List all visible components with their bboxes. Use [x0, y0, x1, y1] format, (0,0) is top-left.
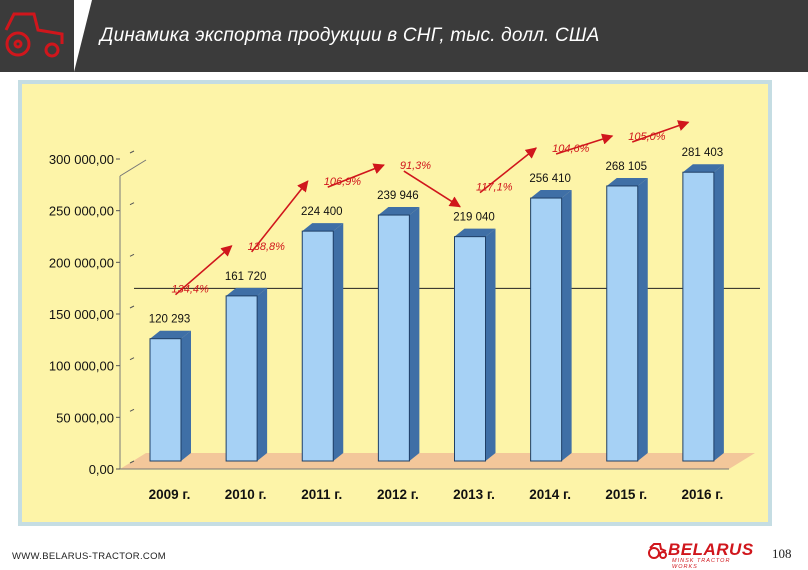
bar-chart: 0,00 50 000,00 100 000,00 150 000,00 200 000… — [18, 80, 772, 526]
brand-name: BELARUS — [668, 540, 754, 559]
y-wall-tick — [129, 460, 135, 464]
x-tick-label: 2011 г. — [301, 487, 342, 502]
bar — [149, 338, 182, 462]
growth-arrow — [174, 245, 233, 296]
data-label: 256 410 — [529, 173, 571, 185]
x-tick-label: 2013 г. — [453, 487, 495, 502]
y-wall-tick — [129, 202, 135, 206]
bar-side — [333, 223, 344, 461]
growth-arrow — [403, 170, 461, 208]
bar — [377, 214, 410, 462]
y-tick-label: 200 000,00 — [49, 255, 114, 270]
growth-label: 91,3% — [400, 160, 431, 172]
website-url: WWW.BELARUS-TRACTOR.COM — [12, 551, 166, 562]
brand-logo: BELARUS MINSK TRACTOR WORKS — [648, 540, 758, 570]
tractor-icon — [4, 12, 64, 58]
header-bar — [0, 0, 808, 72]
x-tick-label: 2010 г. — [225, 487, 267, 502]
x-tick-label: 2009 г. — [149, 487, 191, 502]
y-tick-label: 50 000,00 — [56, 410, 114, 425]
growth-label: 106,9% — [324, 176, 362, 188]
growth-label: 117,1% — [476, 182, 513, 194]
bar-top — [302, 223, 344, 232]
y-tick-label: 250 000,00 — [49, 204, 114, 219]
data-label: 120 293 — [149, 314, 191, 326]
chart-floor — [120, 453, 755, 469]
y-wall-tick — [129, 357, 135, 361]
growth-label: 134,4% — [172, 284, 210, 296]
bar — [606, 185, 639, 462]
x-tick-label: 2014 г. — [529, 487, 571, 502]
header-graphic — [0, 0, 808, 72]
bar-side — [257, 287, 268, 461]
bar-top — [606, 177, 648, 186]
bar — [530, 197, 563, 462]
growth-arrow — [631, 120, 690, 143]
page-number: 108 — [772, 546, 792, 561]
y-tick-label: 0,00 — [89, 462, 114, 477]
bar-side — [409, 207, 420, 461]
growth-label: 138,8% — [248, 241, 286, 253]
bar-top — [378, 207, 420, 216]
bar-top — [682, 164, 724, 173]
y-wall-tick — [129, 408, 135, 412]
y-wall-tick — [129, 305, 135, 309]
bar — [682, 171, 715, 462]
header-divider — [74, 0, 92, 72]
x-tick-label: 2016 г. — [681, 487, 723, 502]
bar-side — [713, 164, 724, 461]
data-label: 224 400 — [301, 206, 343, 218]
growth-label: 104,6% — [552, 143, 590, 155]
bar-side — [561, 190, 572, 461]
bar — [225, 295, 258, 462]
y-axis-top — [119, 159, 147, 177]
page-title: Динамика экспорта продукции в СНГ, тыс. … — [100, 25, 600, 46]
y-wall-tick — [129, 253, 135, 257]
bar-top — [530, 190, 572, 199]
growth-arrow — [250, 180, 309, 253]
y-wall-tick — [129, 150, 135, 154]
y-tick-label: 100 000,00 — [49, 359, 114, 374]
chart-frame: 0,00 50 000,00 100 000,00 150 000,00 200 000… — [18, 80, 772, 526]
bar-side — [485, 228, 496, 461]
growth-arrow — [555, 133, 614, 155]
data-label: 161 720 — [225, 271, 267, 283]
bar-top — [454, 228, 496, 237]
bar — [454, 236, 486, 462]
bar-top — [226, 287, 268, 296]
bar-top — [150, 330, 191, 339]
x-tick-label: 2015 г. — [605, 487, 647, 502]
y-tick-label: 300 000,00 — [49, 152, 114, 167]
bar-side — [637, 177, 648, 461]
growth-arrow — [327, 163, 385, 188]
header-banner: Динамика экспорта продукции в СНГ, тыс. … — [0, 0, 808, 72]
bar — [301, 230, 334, 462]
y-tick-label: 150 000,00 — [49, 307, 114, 322]
data-label: 281 403 — [682, 147, 724, 159]
data-label: 219 040 — [453, 212, 495, 224]
data-label: 239 946 — [377, 190, 419, 202]
x-tick-label: 2012 г. — [377, 487, 419, 502]
data-label: 268 105 — [605, 161, 647, 173]
growth-label: 105,0% — [628, 131, 666, 143]
brand-tractor-icon — [648, 543, 667, 559]
brand-subtitle: MINSK TRACTOR WORKS — [672, 558, 731, 570]
bar-side — [181, 330, 191, 461]
growth-arrow — [479, 147, 538, 194]
